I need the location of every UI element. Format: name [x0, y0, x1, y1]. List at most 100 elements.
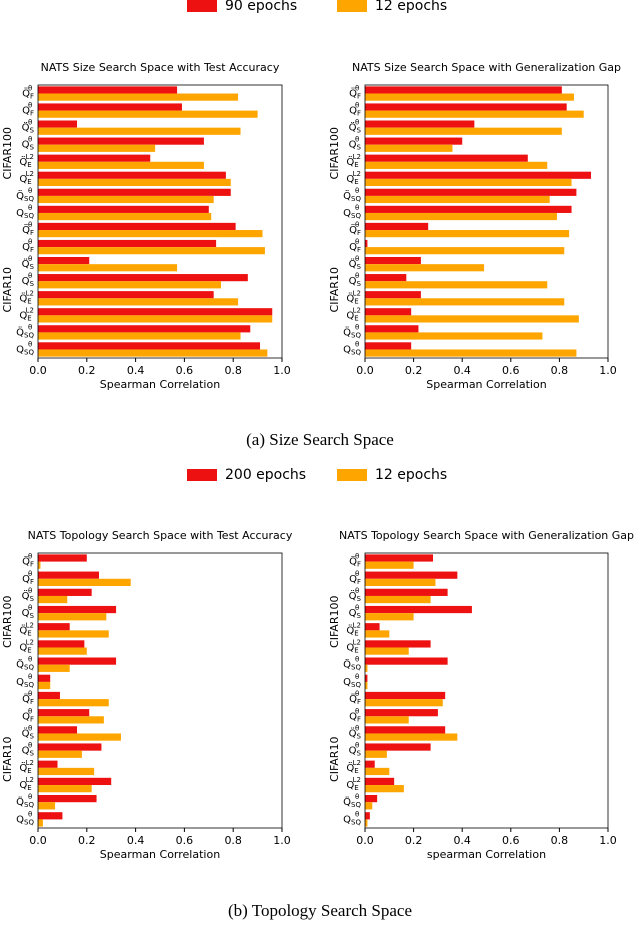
label-sup: θ	[28, 673, 32, 681]
label-base: Q	[349, 106, 357, 117]
bar	[365, 137, 463, 145]
x-tick-label: 0.2	[405, 364, 423, 377]
label-sup: θ	[28, 238, 32, 246]
x-tick-label: 0.2	[78, 834, 96, 847]
y-tick-label: QEL2	[19, 306, 34, 322]
label-sub: F	[30, 698, 34, 706]
label-sub: S	[30, 280, 35, 288]
legend-swatch	[187, 469, 217, 481]
x-tick-label: 0.8	[224, 834, 242, 847]
x-tick-label: 0.0	[29, 364, 47, 377]
label-base: Q̈	[16, 326, 24, 339]
label-sup: θ	[28, 810, 32, 818]
label-sup: θ	[355, 102, 359, 110]
group-label: CIFAR100	[328, 596, 341, 648]
bar	[365, 239, 368, 248]
y-tick-label: Q̈SQθ	[343, 187, 361, 203]
x-tick-label: 0.4	[127, 364, 145, 377]
bar	[38, 571, 99, 579]
y-tick-label: QFθ	[349, 570, 361, 586]
label-base: Q	[22, 140, 30, 151]
bar	[365, 760, 375, 768]
y-tick-label: Q̈Fθ	[349, 553, 361, 569]
label-sub: F	[30, 715, 34, 723]
label-sub: E	[27, 161, 31, 169]
legend-swatch	[187, 0, 217, 12]
bar	[38, 103, 182, 111]
y-tick-label: Q̈Sθ	[22, 119, 35, 135]
label-sub: SQ	[24, 681, 34, 689]
label-sub: F	[30, 561, 34, 569]
label-base: Q̈	[349, 589, 357, 602]
bar	[365, 726, 446, 734]
group-label: CIFAR10	[328, 267, 341, 312]
label-sub: SQ	[351, 195, 361, 203]
y-tick-label: QEL2	[19, 776, 34, 792]
bar	[365, 120, 475, 128]
bar	[365, 315, 579, 323]
y-tick-label: QFθ	[349, 238, 361, 254]
bar	[365, 819, 368, 827]
label-sup: θ	[355, 85, 359, 93]
x-tick-label: 0.6	[176, 364, 194, 377]
label-sub: S	[30, 595, 35, 603]
label-sub: SQ	[24, 195, 34, 203]
label-sup: θ	[28, 553, 32, 561]
bar	[38, 342, 261, 350]
label-base: Q̈	[349, 727, 357, 740]
label-sub: F	[357, 110, 361, 118]
legend-swatch	[337, 0, 367, 12]
group-label: CIFAR100	[1, 127, 14, 179]
label-sup: θ	[355, 742, 359, 750]
label-base: Q̈	[22, 121, 30, 134]
y-tick-label: Q̈EL2	[346, 621, 361, 637]
y-tick-label: Q̈EL2	[19, 621, 34, 637]
y-tick-label: QEL2	[346, 776, 361, 792]
label-base: Q̈	[22, 692, 30, 705]
bar	[38, 281, 221, 289]
label-sup: θ	[28, 690, 32, 698]
y-tick-label: Q̈SQθ	[343, 793, 361, 809]
label-base: Q	[346, 174, 354, 185]
label-sub: S	[30, 127, 35, 135]
bar	[365, 342, 412, 350]
y-tick-label: Q̈Sθ	[349, 119, 362, 135]
group-label: CIFAR100	[328, 127, 341, 179]
bar	[365, 812, 370, 820]
bar	[38, 726, 78, 734]
label-base: Q̈	[343, 658, 351, 671]
y-tick-label: QSθ	[349, 742, 362, 758]
bar	[38, 256, 90, 265]
bar	[38, 230, 263, 238]
label-sub: SQ	[24, 801, 34, 809]
bar	[365, 699, 443, 707]
label-sub: E	[354, 178, 358, 186]
label-sub: F	[357, 246, 361, 254]
label-sup: θ	[355, 340, 359, 348]
label-sub: SQ	[351, 331, 361, 339]
label-sub: E	[27, 297, 31, 305]
y-tick-label: Q̈Fθ	[22, 85, 34, 101]
bar	[38, 743, 102, 751]
bar	[365, 171, 591, 179]
bar	[365, 264, 485, 272]
legend-label: 200 epochs	[225, 467, 306, 483]
label-base: Q̈	[343, 795, 351, 808]
bar	[38, 623, 70, 631]
label-sup: L2	[353, 306, 361, 314]
x-axis-label: Spearman Correlation	[100, 848, 220, 861]
label-sup: θ	[28, 707, 32, 715]
label-sub: E	[354, 629, 358, 637]
label-base: Q	[343, 814, 351, 825]
y-tick-label: QSQθ	[343, 204, 361, 220]
label-sub: E	[27, 178, 31, 186]
label-sup: θ	[355, 272, 359, 280]
label-sup: θ	[28, 255, 32, 263]
bar	[365, 767, 390, 776]
bar	[365, 178, 572, 187]
bar	[38, 110, 258, 118]
bar	[365, 205, 572, 213]
bar	[38, 640, 85, 648]
bar	[38, 605, 117, 614]
